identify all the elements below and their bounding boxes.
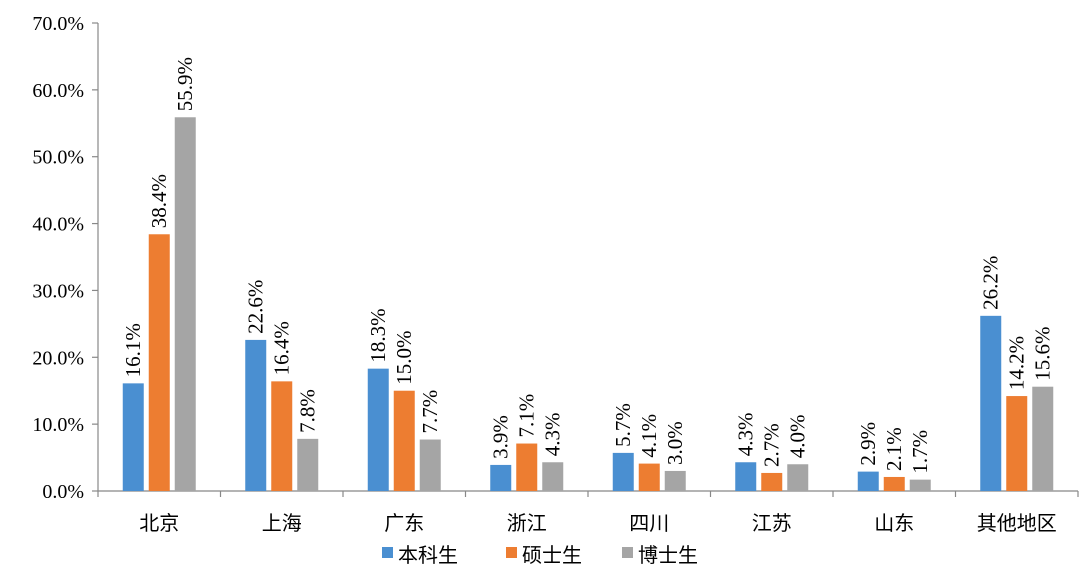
category-label: 山东	[874, 511, 914, 535]
legend-swatch	[622, 547, 633, 558]
data-label: 4.3%	[541, 413, 565, 457]
category-label: 江苏	[752, 511, 792, 535]
bar	[909, 479, 931, 491]
legend-label: 本科生	[398, 543, 458, 567]
bar	[638, 463, 660, 491]
data-label: 7.1%	[515, 394, 539, 438]
data-label: 16.1%	[121, 323, 145, 377]
bar	[367, 368, 389, 491]
category-label: 其他地区	[977, 511, 1057, 535]
y-tick-label: 0.0%	[42, 481, 84, 503]
category-label: 广东	[384, 511, 424, 535]
bar	[393, 390, 415, 491]
legend: 本科生 硕士生 博士生	[382, 543, 698, 567]
data-label: 4.0%	[786, 415, 810, 459]
bar	[787, 464, 809, 491]
data-label: 4.1%	[637, 414, 661, 458]
data-label: 4.3%	[734, 413, 758, 457]
data-label: 2.9%	[856, 422, 880, 466]
category-label: 上海	[262, 511, 302, 535]
bar	[122, 383, 144, 491]
bars	[122, 117, 1054, 492]
bar	[174, 117, 196, 492]
data-label: 1.7%	[908, 430, 932, 474]
y-tick-label: 40.0%	[32, 214, 84, 236]
data-label: 18.3%	[366, 308, 390, 362]
bar	[883, 476, 905, 491]
data-label: 3.9%	[489, 415, 513, 459]
y-tick-label: 60.0%	[32, 80, 84, 102]
y-tick-label: 10.0%	[32, 414, 84, 436]
bar	[857, 471, 879, 491]
bar	[490, 464, 512, 491]
bar	[1006, 396, 1028, 491]
data-label: 2.1%	[882, 427, 906, 471]
bar	[1032, 386, 1054, 491]
data-label: 15.6%	[1031, 326, 1055, 380]
category-label: 北京	[139, 511, 179, 535]
bar	[735, 462, 757, 491]
data-label: 3.0%	[663, 421, 687, 465]
legend-swatch	[506, 547, 517, 558]
data-label: 5.7%	[611, 403, 635, 447]
data-label: 7.8%	[296, 389, 320, 433]
legend-swatch	[382, 547, 393, 558]
data-label: 14.2%	[1005, 336, 1029, 390]
bar	[271, 381, 293, 491]
bar	[245, 339, 267, 491]
bar	[542, 462, 564, 491]
category-label: 浙江	[507, 511, 547, 535]
data-label: 15.0%	[392, 330, 416, 384]
data-label: 7.7%	[418, 390, 442, 434]
bar	[612, 452, 634, 491]
data-label: 2.7%	[760, 423, 784, 467]
data-label: 16.4%	[270, 321, 294, 375]
data-label: 26.2%	[979, 256, 1003, 310]
category-label: 四川	[629, 511, 669, 535]
y-tick-label: 50.0%	[32, 147, 84, 169]
data-label: 55.9%	[173, 57, 197, 111]
data-label: 38.4%	[147, 174, 171, 228]
bar	[761, 472, 783, 491]
bar	[297, 438, 319, 491]
legend-label: 博士生	[638, 543, 698, 567]
bar	[516, 443, 538, 491]
bar	[980, 315, 1002, 491]
y-tick-label: 30.0%	[32, 280, 84, 302]
data-labels: 16.1%38.4%55.9%22.6%16.4%7.8%18.3% 15.0%7…	[121, 57, 1055, 474]
y-tick-label: 70.0%	[32, 13, 84, 35]
legend-label: 硕士生	[522, 543, 582, 567]
y-tick-label: 20.0%	[32, 347, 84, 369]
bar	[419, 439, 441, 491]
axes: 0.0% 10.0% 20.0% 30.0% 40.0% 50.0% 60.0% 70.0% 北…	[32, 13, 1079, 535]
data-label: 22.6%	[244, 280, 268, 334]
bar	[664, 470, 686, 491]
bar	[148, 234, 170, 492]
